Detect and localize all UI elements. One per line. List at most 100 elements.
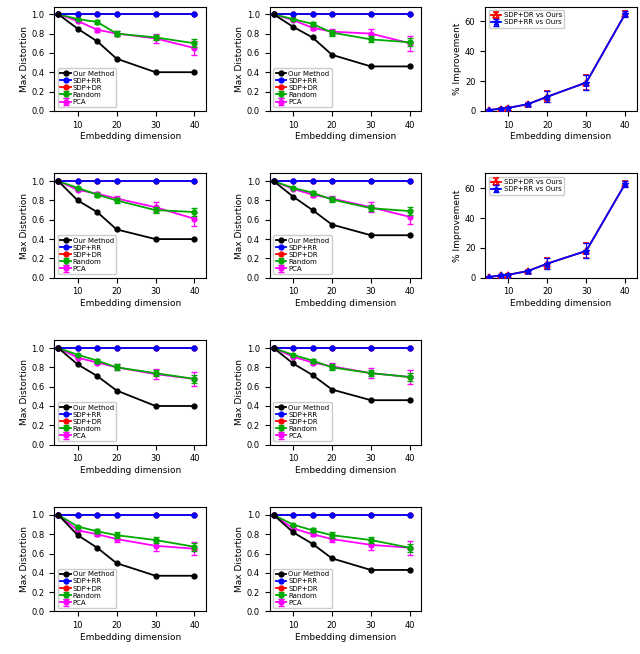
SDP+RR [74, 177, 81, 185]
Legend: Our Method, SDP+RR, SDP+DR, Random, PCA: Our Method, SDP+RR, SDP+DR, Random, PCA [273, 402, 332, 441]
Our Method [113, 559, 120, 567]
Line: SDP+RR: SDP+RR [271, 513, 412, 517]
SDP+RR [93, 344, 101, 352]
Line: SDP+RR: SDP+RR [271, 345, 412, 351]
Y-axis label: Max Distortion: Max Distortion [20, 192, 29, 258]
SDP+RR [93, 177, 101, 185]
Our Method [191, 572, 198, 579]
X-axis label: Embedding dimension: Embedding dimension [295, 300, 396, 308]
Our Method [54, 177, 62, 185]
Our Method [191, 68, 198, 76]
SDP+RR [113, 511, 120, 519]
SDP+RR [308, 10, 316, 18]
SDP+DR [289, 10, 297, 18]
X-axis label: Embedding dimension: Embedding dimension [510, 132, 612, 141]
SDP+DR [308, 177, 316, 185]
SDP+DR [191, 177, 198, 185]
SDP+DR [406, 344, 413, 352]
SDP+DR [191, 511, 198, 519]
Y-axis label: Max Distortion: Max Distortion [235, 526, 244, 593]
Y-axis label: Max Distortion: Max Distortion [20, 360, 29, 426]
Our Method [308, 540, 316, 548]
X-axis label: Embedding dimension: Embedding dimension [295, 466, 396, 475]
Our Method [406, 232, 413, 239]
SDP+RR [270, 344, 278, 352]
Y-axis label: % Improvement: % Improvement [453, 190, 462, 262]
Our Method [93, 372, 101, 380]
SDP+DR [367, 10, 374, 18]
Our Method [270, 511, 278, 519]
Line: Our Method: Our Method [56, 513, 197, 578]
Our Method [406, 396, 413, 404]
Line: SDP+DR: SDP+DR [271, 345, 412, 351]
Our Method [270, 10, 278, 18]
Legend: Our Method, SDP+RR, SDP+DR, Random, PCA: Our Method, SDP+RR, SDP+DR, Random, PCA [273, 235, 332, 274]
SDP+RR [54, 177, 62, 185]
SDP+DR [270, 344, 278, 352]
Our Method [113, 226, 120, 233]
Our Method [308, 206, 316, 214]
X-axis label: Embedding dimension: Embedding dimension [79, 132, 181, 141]
Our Method [152, 235, 159, 243]
SDP+RR [152, 344, 159, 352]
SDP+RR [308, 177, 316, 185]
SDP+RR [328, 177, 336, 185]
SDP+RR [191, 10, 198, 18]
Legend: Our Method, SDP+RR, SDP+DR, Random, PCA: Our Method, SDP+RR, SDP+DR, Random, PCA [273, 68, 332, 107]
SDP+RR [270, 10, 278, 18]
Y-axis label: % Improvement: % Improvement [453, 22, 462, 95]
SDP+RR [74, 511, 81, 519]
Our Method [54, 511, 62, 519]
SDP+DR [191, 344, 198, 352]
Our Method [152, 68, 159, 76]
Line: SDP+RR: SDP+RR [271, 179, 412, 184]
SDP+DR [328, 177, 336, 185]
SDP+DR [93, 10, 101, 18]
SDP+RR [54, 511, 62, 519]
SDP+DR [270, 511, 278, 519]
SDP+RR [308, 344, 316, 352]
SDP+RR [367, 177, 374, 185]
SDP+RR [406, 177, 413, 185]
SDP+DR [191, 10, 198, 18]
Our Method [367, 396, 374, 404]
SDP+DR [367, 344, 374, 352]
SDP+DR [367, 511, 374, 519]
Legend: Our Method, SDP+RR, SDP+DR, Random, PCA: Our Method, SDP+RR, SDP+DR, Random, PCA [58, 68, 116, 107]
Our Method [289, 23, 297, 31]
Our Method [328, 220, 336, 228]
Our Method [191, 235, 198, 243]
SDP+RR [328, 344, 336, 352]
X-axis label: Embedding dimension: Embedding dimension [295, 633, 396, 642]
SDP+RR [406, 344, 413, 352]
SDP+RR [289, 511, 297, 519]
X-axis label: Embedding dimension: Embedding dimension [295, 132, 396, 141]
SDP+DR [152, 177, 159, 185]
Our Method [308, 33, 316, 41]
SDP+DR [74, 511, 81, 519]
SDP+DR [270, 10, 278, 18]
Line: Our Method: Our Method [271, 513, 412, 572]
Line: Our Method: Our Method [56, 179, 197, 241]
Our Method [406, 566, 413, 574]
X-axis label: Embedding dimension: Embedding dimension [79, 466, 181, 475]
Y-axis label: Max Distortion: Max Distortion [20, 26, 29, 92]
SDP+RR [152, 511, 159, 519]
SDP+DR [93, 511, 101, 519]
SDP+DR [406, 511, 413, 519]
SDP+DR [308, 511, 316, 519]
SDP+DR [74, 177, 81, 185]
Legend: Our Method, SDP+RR, SDP+DR, Random, PCA: Our Method, SDP+RR, SDP+DR, Random, PCA [58, 569, 116, 608]
SDP+DR [308, 10, 316, 18]
SDP+RR [191, 177, 198, 185]
SDP+RR [54, 10, 62, 18]
SDP+RR [328, 10, 336, 18]
Line: SDP+RR: SDP+RR [271, 12, 412, 17]
SDP+RR [270, 177, 278, 185]
SDP+DR [152, 10, 159, 18]
X-axis label: Embedding dimension: Embedding dimension [79, 633, 181, 642]
Our Method [328, 386, 336, 394]
SDP+RR [328, 511, 336, 519]
SDP+RR [191, 511, 198, 519]
Y-axis label: Max Distortion: Max Distortion [235, 360, 244, 426]
